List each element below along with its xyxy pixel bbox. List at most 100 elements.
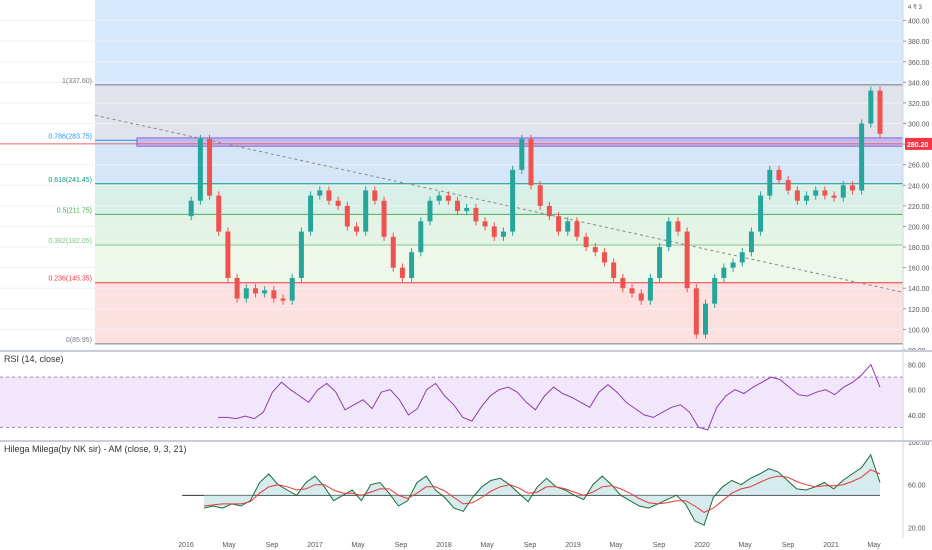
candle-body <box>188 200 194 217</box>
candle-body <box>409 252 415 278</box>
current-price-label: 280.20 <box>907 142 929 149</box>
candle-body <box>399 267 405 278</box>
candle-body <box>455 200 461 212</box>
fib-label: 0.236(145.35) <box>48 276 92 283</box>
price-axis-label: 320.00 <box>908 101 930 108</box>
candle-body <box>776 169 782 181</box>
rsi-title: RSI (14, close) <box>4 354 64 364</box>
candle-body <box>712 277 718 304</box>
candle-body <box>785 180 791 191</box>
price-axis-label: 400.00 <box>908 19 930 26</box>
time-axis-label: 2020 <box>694 542 710 549</box>
fib-zone <box>95 84 903 141</box>
candle-body <box>804 195 810 201</box>
candle-body <box>831 195 837 198</box>
hilega-milega-chart[interactable]: 100.00 60.00 20.00 <box>0 440 932 538</box>
candle-body <box>473 207 479 222</box>
candle-body <box>813 190 819 196</box>
time-axis-label: Sep <box>524 542 537 549</box>
candle-body <box>372 190 378 201</box>
price-axis-top-label: 4 ₹ 3 <box>908 4 922 11</box>
candle-body <box>528 138 534 186</box>
pane-separator[interactable] <box>0 440 932 442</box>
price-axis-label: 380.00 <box>908 39 930 46</box>
candle-body <box>638 293 644 301</box>
fib-label: 0.5(211.75) <box>57 207 92 214</box>
time-axis-label: May <box>609 542 623 549</box>
fib-label: 0.786(283.75) <box>48 133 92 140</box>
candle-body <box>464 207 470 212</box>
candle-body <box>537 185 543 206</box>
price-axis-label: 240.00 <box>908 183 930 190</box>
fib-zone <box>95 214 903 245</box>
candle-body <box>344 205 350 227</box>
candle-body <box>216 195 222 232</box>
time-axis-label: May <box>867 542 881 549</box>
fib-zone <box>95 282 903 344</box>
price-axis-label: 140.00 <box>908 286 930 293</box>
candle-body <box>611 262 617 278</box>
candle-body <box>556 216 562 232</box>
price-axis-label: 300.00 <box>908 122 930 129</box>
osc-axis-label: 20.00 <box>908 525 926 532</box>
price-axis-label: 180.00 <box>908 245 930 252</box>
candle-body <box>693 288 699 335</box>
fib-label: 0.618(241.45) <box>48 177 92 184</box>
candle-body <box>308 195 314 232</box>
candle-body <box>684 231 690 289</box>
candle-body <box>418 221 424 253</box>
candle-body <box>629 288 635 294</box>
rsi-line <box>218 363 881 431</box>
candle-body <box>289 277 295 301</box>
pane-separator[interactable] <box>0 350 932 352</box>
price-axis-label: 120.00 <box>908 307 930 314</box>
price-chart[interactable]: 4 ₹ 3 400.00 380.00 360.00 340.00 320.00 300.0… <box>0 0 932 355</box>
candle-body <box>565 221 571 232</box>
candle-body <box>675 221 681 232</box>
candle-body <box>877 90 883 134</box>
candle-body <box>739 252 745 263</box>
time-axis-label: 2016 <box>178 542 194 549</box>
osc-axis-label: 60.00 <box>908 483 926 490</box>
hilega-milega-pane[interactable]: 100.00 60.00 20.00 Hilega Milega(by NK sir… <box>0 440 932 538</box>
candle-body <box>500 231 506 237</box>
candle-body <box>317 190 323 196</box>
candle-body <box>840 185 846 198</box>
price-chart-pane[interactable]: 4 ₹ 3 400.00 380.00 360.00 340.00 320.00 300.0… <box>0 0 932 355</box>
candle-body <box>326 190 332 201</box>
candle-body <box>859 123 865 191</box>
candle-body <box>703 303 708 335</box>
candle-body <box>730 262 736 268</box>
candle-body <box>758 195 764 232</box>
candle-body <box>482 221 488 227</box>
candle-body <box>225 231 231 278</box>
price-axis-bg <box>903 0 932 350</box>
current-price-tag <box>905 137 932 150</box>
time-axis-label: 2017 <box>307 542 323 549</box>
candle-body <box>436 195 442 201</box>
rsi-axis-label: 60.00 <box>908 388 926 395</box>
time-axis-label: May <box>351 542 365 549</box>
candle-body <box>243 288 249 299</box>
candle-body <box>262 290 268 294</box>
candle-body <box>381 200 387 237</box>
candle-body <box>620 277 626 289</box>
candle-body <box>354 226 359 232</box>
candle-body <box>647 277 653 301</box>
candle-body <box>592 247 598 253</box>
fib-label: 0(85.95) <box>66 337 92 344</box>
rsi-chart[interactable]: 80.00 60.00 40.00 <box>0 352 932 440</box>
hilega-milega-title: Hilega Milega(by NK sir) - AM (close, 9,… <box>4 444 187 454</box>
rsi-pane[interactable]: 80.00 60.00 40.00 RSI (14, close) <box>0 352 932 440</box>
time-axis-label: May <box>480 542 494 549</box>
time-axis[interactable]: 2016 May Sep 2017 May Sep 2018 May Sep 2019 May Sep… <box>0 538 932 550</box>
candle-body <box>519 138 525 170</box>
time-axis-label: May <box>222 542 236 549</box>
candle-body <box>546 205 552 217</box>
upper-zone <box>95 0 903 85</box>
time-axis-label: May <box>738 542 752 549</box>
candle-body <box>445 195 451 201</box>
candle-body <box>298 231 304 278</box>
candle-body <box>390 236 396 268</box>
rsi-axis-label: 80.00 <box>908 363 926 370</box>
